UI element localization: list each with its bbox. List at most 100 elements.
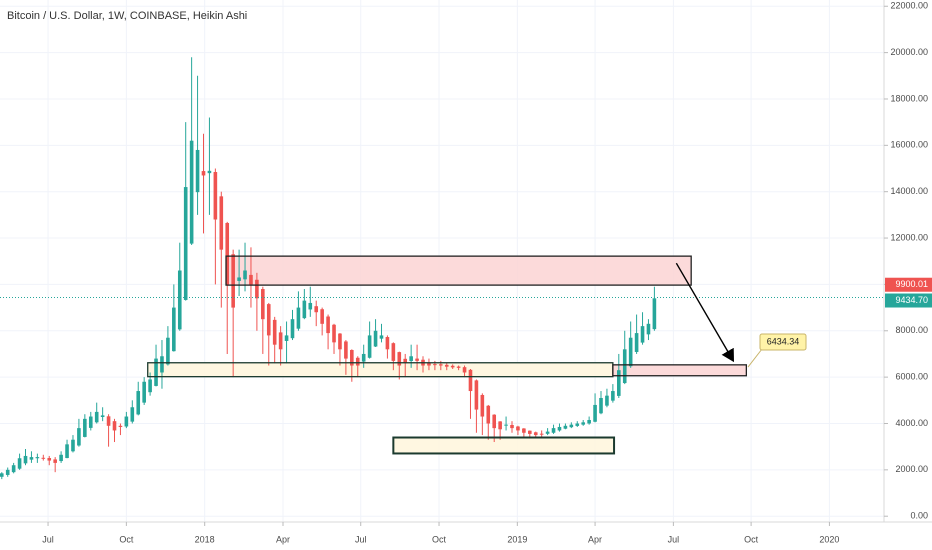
candle-body: [172, 307, 176, 352]
candle-body: [450, 365, 455, 368]
zone: [393, 437, 615, 454]
candle-body: [154, 358, 158, 386]
candle-body: [130, 407, 135, 422]
candle-body: [160, 356, 164, 373]
candle-body: [65, 444, 69, 459]
callout-pointer: [747, 348, 763, 368]
candle-body: [237, 277, 241, 281]
callout-box: [759, 333, 807, 351]
candle-body: [278, 332, 283, 350]
candle-body: [456, 366, 461, 368]
candle-body: [320, 309, 324, 324]
candle-body: [106, 416, 111, 426]
candle-body: [23, 455, 28, 464]
candle-body: [35, 457, 40, 459]
candle-body: [533, 432, 538, 436]
candle-body: [361, 353, 366, 362]
candle-body: [189, 140, 194, 244]
candle-body: [88, 416, 93, 428]
x-tick-label: Apr: [276, 534, 290, 544]
y-tick-label: 12000.00: [890, 232, 928, 242]
arrow: [675, 262, 735, 363]
candle-body: [177, 270, 182, 330]
candle-body: [385, 337, 390, 350]
candle-body: [243, 270, 247, 280]
candle-body: [510, 424, 514, 429]
candles: [0, 57, 657, 480]
candle-body: [444, 364, 449, 367]
callout-text: 6434.34: [767, 336, 800, 346]
candle-body: [433, 364, 437, 366]
candle-body: [225, 222, 230, 285]
candle-body: [522, 428, 526, 433]
price-label: 9900.01: [895, 279, 928, 289]
candle-body: [308, 302, 313, 310]
chart-title: Bitcoin / U.S. Dollar, 1W, COINBASE, Hei…: [7, 10, 247, 22]
candle-body: [5, 469, 10, 475]
candle-body: [563, 425, 568, 429]
y-tick-label: 18000.00: [890, 93, 928, 103]
price-label-box: [885, 277, 932, 292]
candle-body: [53, 459, 57, 463]
candle-body: [539, 433, 544, 435]
candle-body: [427, 362, 431, 366]
candle-body: [112, 421, 117, 431]
candle-body: [373, 330, 378, 347]
y-tick-label: 0.00: [910, 511, 928, 521]
candle-body: [605, 395, 609, 406]
candle-body: [611, 391, 615, 401]
zone-borders: [147, 255, 748, 455]
candle-body: [646, 323, 651, 335]
zone-border: [225, 255, 692, 286]
candle-body: [249, 274, 253, 285]
candle-body: [17, 458, 22, 469]
candle-body: [367, 335, 372, 358]
candle-body: [409, 356, 413, 362]
candle-body: [462, 367, 467, 373]
candle-body: [77, 428, 81, 446]
y-tick-label: 16000.00: [890, 140, 928, 150]
candle-body: [166, 337, 170, 365]
zone: [226, 256, 692, 286]
price-label: 9434.70: [895, 295, 928, 305]
candle-body: [474, 380, 479, 410]
candle-body: [557, 426, 562, 431]
candle-body: [136, 391, 141, 415]
candle-body: [302, 300, 307, 319]
zones: [147, 256, 747, 454]
candle-body: [124, 416, 129, 427]
y-tick-label: 2000.00: [895, 464, 928, 474]
candle-body: [100, 415, 105, 417]
candle-body: [118, 425, 123, 427]
candle-body: [284, 335, 289, 341]
x-tick-label: Apr: [588, 534, 602, 544]
candle-body: [71, 439, 75, 452]
zone: [147, 362, 613, 377]
candle-body: [213, 171, 218, 220]
candle-body: [403, 358, 408, 364]
candle-body: [314, 306, 319, 313]
candle-body: [0, 473, 4, 477]
candle-body: [338, 333, 342, 350]
candle-body: [486, 405, 491, 424]
candle-body: [492, 414, 497, 429]
candle-body: [439, 364, 443, 366]
candle-body: [545, 431, 550, 434]
candle-body: [480, 394, 485, 417]
zone-border: [392, 436, 616, 455]
candle-body: [344, 341, 348, 359]
candle-body: [207, 170, 212, 174]
candle-body: [261, 289, 265, 320]
y-tick-label: 20000.00: [890, 47, 928, 57]
candle-body: [195, 149, 200, 193]
candle-body: [29, 457, 34, 460]
candle-body: [142, 381, 146, 403]
x-tick-label: Oct: [744, 534, 759, 544]
candle-body: [599, 397, 603, 414]
candle-body: [326, 316, 330, 334]
candle-body: [201, 171, 206, 176]
y-tick-label: 22000.00: [890, 1, 928, 11]
x-tick-label: Jul: [42, 534, 54, 544]
x-tick-label: Jul: [355, 534, 367, 544]
